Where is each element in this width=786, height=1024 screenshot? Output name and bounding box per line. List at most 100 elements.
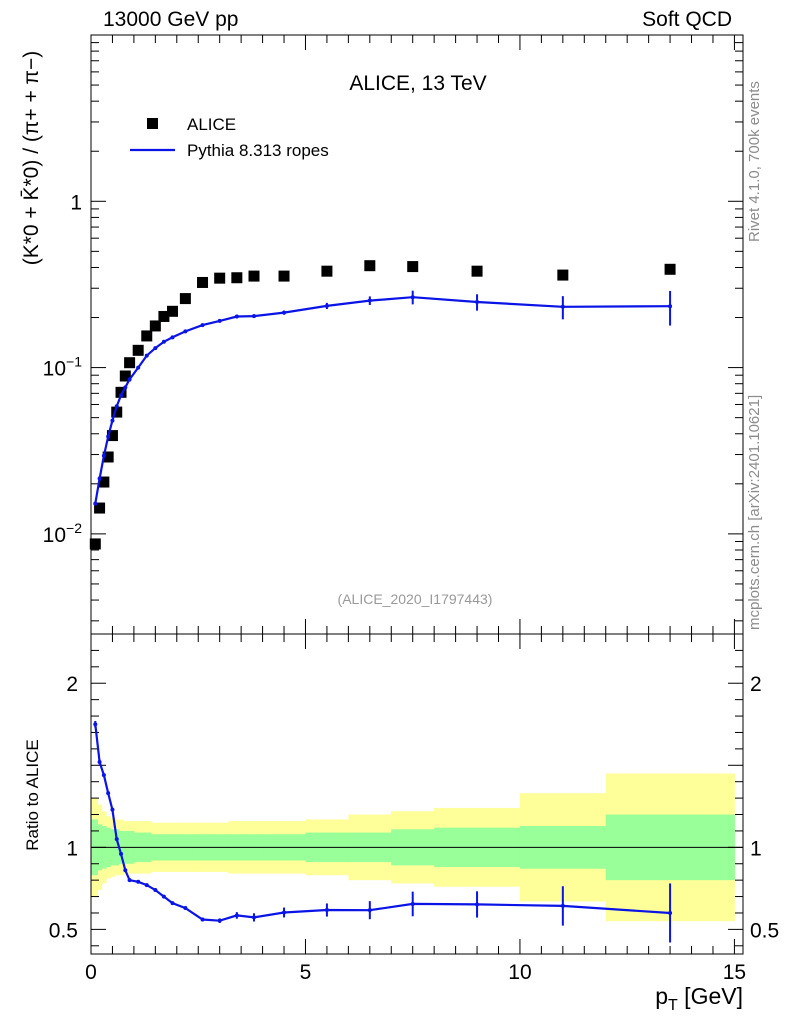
pythia-point	[123, 385, 128, 390]
alice-data-point	[98, 476, 110, 488]
x-axis-label: pT [GeV]	[655, 983, 743, 1014]
pythia-point	[170, 335, 175, 340]
pythia-point	[114, 404, 119, 409]
ratio-y-tick-label-left: 1	[66, 837, 78, 860]
ratio-pythia-point	[114, 837, 119, 842]
pythia-point	[153, 346, 158, 351]
ratio-pythia-point	[170, 901, 175, 906]
alice-data-point	[167, 305, 178, 317]
alice-data-point	[321, 265, 333, 277]
ratio-frame-box	[90, 633, 744, 955]
legend-alice-label: ALICE	[187, 115, 236, 134]
ratio-pythia-point	[161, 894, 166, 899]
alice-data-point	[124, 357, 136, 369]
ratio-pythia-point	[110, 807, 115, 812]
pythia-point	[234, 314, 239, 319]
ratio-pythia-point	[127, 878, 132, 883]
ratio-pythia-point	[475, 902, 480, 907]
ratio-pythia-point	[560, 903, 565, 908]
ratio-panel-frame	[90, 619, 744, 955]
pythia-point	[136, 365, 141, 370]
alice-data-point	[111, 406, 123, 418]
header-left-label: 13000 GeV pp	[103, 8, 239, 31]
ratio-pythia-point	[234, 913, 239, 918]
ratio-panel-series	[93, 720, 673, 943]
alice-data-point	[248, 270, 260, 282]
alice-data-point	[102, 451, 114, 463]
pythia-point	[110, 418, 115, 423]
ratio-pythia-point	[367, 908, 372, 913]
pythia-point	[161, 339, 166, 344]
ratio-pythia-point	[93, 722, 98, 727]
ratio-pythia-point	[410, 901, 415, 906]
legend-alice-marker	[147, 118, 158, 129]
legend-pythia-label: Pythia 8.313 ropes	[187, 141, 329, 160]
alice-data-point	[132, 344, 144, 356]
alice-data-point	[407, 261, 419, 273]
pythia-point	[93, 501, 98, 506]
ratio-pythia-point	[200, 917, 205, 922]
alice-data-point	[197, 276, 209, 288]
ratio-y-tick-label-right: 2	[750, 673, 762, 696]
chart-title: ALICE, 13 TeV	[349, 72, 486, 95]
x-tick-label: 10	[508, 961, 531, 984]
alice-data-point	[158, 310, 170, 322]
pythia-point	[252, 314, 256, 319]
pythia-point	[324, 303, 329, 308]
main-panel-series	[89, 260, 676, 550]
ratio-y-tick-label-left: 2	[66, 673, 78, 696]
x-tick-label: 5	[300, 961, 312, 984]
ratio-pythia-point	[123, 868, 128, 873]
alice-data-point	[149, 320, 161, 332]
alice-data-point	[119, 370, 131, 382]
pythia-point	[119, 393, 124, 398]
pythia-point	[282, 310, 287, 315]
ratio-pythia-point	[136, 879, 141, 884]
ratio-y-tick-label-left: 0.5	[49, 919, 78, 942]
alice-data-point	[179, 293, 191, 305]
alice-data-point	[364, 260, 376, 272]
pythia-point	[144, 353, 149, 358]
ratio-y-axis-label: Ratio to ALICE	[23, 739, 42, 851]
pythia-point	[668, 304, 673, 309]
pythia-point	[367, 298, 372, 303]
mcplots-info-label: mcplots.cern.ch [arXiv:2401.10621]	[746, 394, 763, 630]
analysis-tag: (ALICE_2020_I1797443)	[338, 591, 493, 607]
ratio-pythia-point	[252, 915, 256, 920]
ratio-pythia-point	[217, 918, 222, 923]
pythia-point	[475, 299, 480, 304]
alice-data-point	[557, 269, 569, 281]
chart-text-labels: 0 5 10 15 10−2 10−1 1 0.5 0.5 1 1 2 2 ALICE, 13 TeV (A…	[20, 51, 779, 1014]
alice-data-point	[214, 272, 226, 284]
x-tick-label: 15	[723, 961, 746, 984]
ratio-pythia-point	[183, 906, 188, 911]
ratio-pythia-point	[668, 910, 673, 915]
alice-data-point	[106, 430, 118, 442]
alice-data-point	[115, 386, 127, 398]
ratio-pythia-point	[97, 760, 102, 764]
pythia-point	[127, 377, 132, 382]
ratio-y-tick-label-right: 1	[750, 837, 762, 860]
pythia-line	[94, 296, 671, 504]
ratio-pythia-point	[144, 883, 149, 888]
alice-data-point	[471, 265, 483, 277]
alice-data-point	[664, 263, 676, 275]
ratio-pythia-point	[282, 910, 287, 915]
pythia-point	[410, 295, 415, 300]
ratio-pythia-line	[94, 724, 671, 922]
alice-data-point	[89, 538, 101, 550]
ratio-pythia-point	[153, 888, 158, 892]
header-right-label: Soft QCD	[642, 8, 732, 31]
pythia-point	[560, 304, 565, 309]
pythia-point	[97, 476, 102, 481]
x-tick-label: 0	[85, 961, 97, 984]
y-tick-label: 10−1	[43, 354, 83, 381]
ratio-pythia-point	[106, 791, 111, 796]
alice-data-point	[141, 330, 153, 342]
legend: ALICE Pythia 8.313 ropes	[130, 115, 329, 160]
ratio-pythia-point	[101, 773, 106, 778]
ratio-pythia-point	[119, 851, 124, 856]
pythia-point	[101, 453, 106, 458]
pythia-point	[200, 323, 205, 328]
